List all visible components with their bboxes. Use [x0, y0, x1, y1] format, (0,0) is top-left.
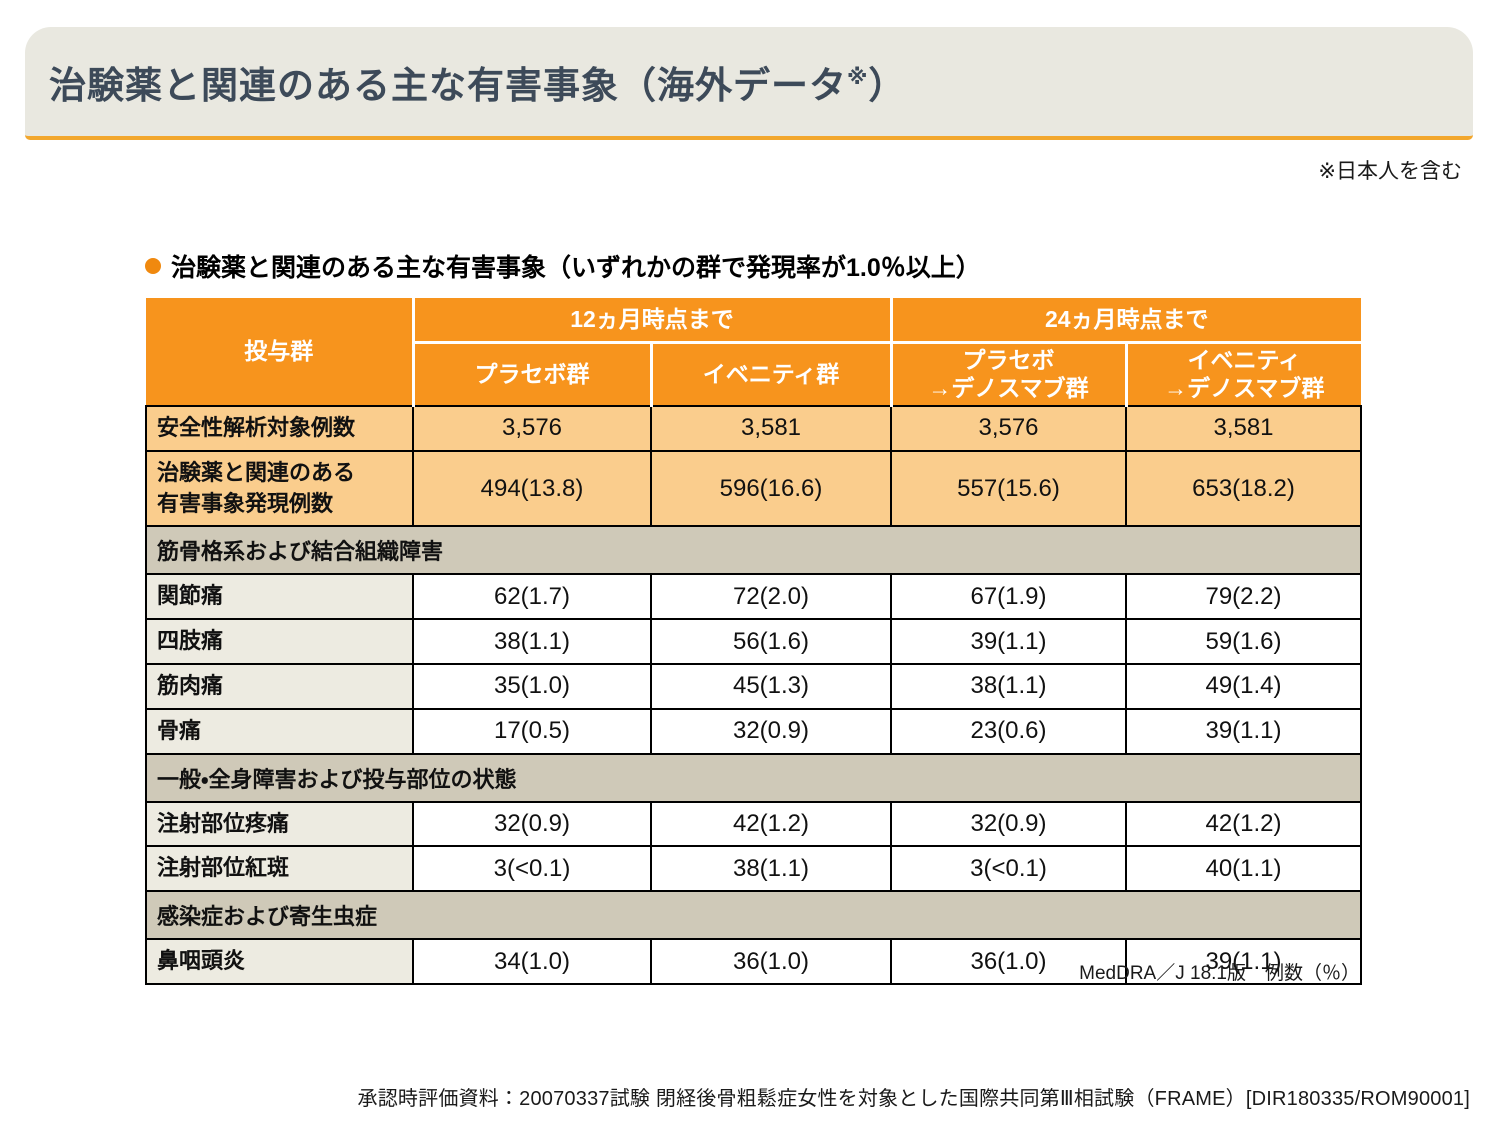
title-reference-mark: ※	[847, 65, 869, 89]
title-banner: 治験薬と関連のある主な有害事象（海外データ※）	[25, 27, 1473, 140]
table-row: 骨痛 17(0.5) 32(0.9) 23(0.6) 39(1.1)	[145, 707, 1362, 755]
table-row: 関節痛 62(1.7) 72(2.0) 67(1.9) 79(2.2)	[145, 573, 1362, 621]
value-cell: 3,576	[412, 405, 652, 452]
value-cell: 3(<0.1)	[412, 845, 652, 893]
row-label: 安全性解析対象例数	[145, 405, 414, 452]
value-cell: 49(1.4)	[1125, 662, 1362, 710]
table-row: 治験薬と関連のある 有害事象発現例数 494(13.8) 596(16.6) 557(…	[145, 449, 1362, 528]
table-row: 安全性解析対象例数 3,576 3,581 3,576 3,581	[145, 405, 1362, 452]
adverse-events-table: 投与群 12ヵ月時点まで 24ヵ月時点まで プラセボ群 イベニティ群 プラセボ …	[145, 298, 1362, 985]
page-title-close: ）	[868, 64, 907, 106]
dose-group-corner-header: 投与群	[146, 298, 415, 406]
section-row: 感染症および寄生虫症	[145, 890, 1362, 941]
value-cell: 45(1.3)	[650, 662, 892, 710]
row-label: 注射部位疼痛	[145, 800, 414, 848]
row-label: 四肢痛	[145, 618, 414, 665]
value-cell: 32(0.9)	[412, 800, 652, 848]
section-label: 筋骨格系および結合組織障害	[145, 525, 1362, 576]
value-cell: 653(18.2)	[1125, 449, 1362, 528]
value-cell: 32(0.9)	[890, 800, 1127, 848]
group-header-evenity: イベニティ群	[651, 342, 893, 406]
value-cell: 23(0.6)	[890, 707, 1127, 755]
row-label: 関節痛	[145, 573, 414, 621]
group-header-row: プラセボ群 イベニティ群 プラセボ →デノスマブ群 イベニティ →デノスマブ群	[146, 342, 1361, 406]
value-cell: 59(1.6)	[1125, 618, 1362, 665]
row-label: 注射部位紅斑	[145, 845, 414, 893]
section-label: 感染症および寄生虫症	[145, 890, 1362, 941]
meddra-footnote: MedDRA／J 18.1版 例数（％）	[1079, 963, 1360, 984]
value-cell: 42(1.2)	[650, 800, 892, 848]
page-title: 治験薬と関連のある主な有害事象（海外データ※）	[25, 55, 906, 109]
value-cell: 34(1.0)	[412, 938, 652, 985]
value-cell: 32(0.9)	[650, 707, 892, 755]
value-cell: 3,581	[1125, 405, 1362, 452]
value-cell: 36(1.0)	[650, 938, 892, 985]
value-cell: 67(1.9)	[890, 573, 1127, 621]
value-cell: 38(1.1)	[412, 618, 652, 665]
row-label: 筋肉痛	[145, 662, 414, 710]
adverse-events-table-body: 安全性解析対象例数 3,576 3,581 3,576 3,581 治験薬と関連のある 有…	[145, 405, 1362, 985]
value-cell: 3,581	[650, 405, 892, 452]
value-cell: 557(15.6)	[890, 449, 1127, 528]
table-row: 四肢痛 38(1.1) 56(1.6) 39(1.1) 59(1.6)	[145, 618, 1362, 665]
page-title-text: 治験薬と関連のある主な有害事象（海外データ	[49, 64, 847, 106]
value-cell: 35(1.0)	[412, 662, 652, 710]
value-cell: 17(0.5)	[412, 707, 652, 755]
value-cell: 40(1.1)	[1125, 845, 1362, 893]
section-row: 一般・全身障害および投与部位の状態	[145, 752, 1362, 803]
bullet-icon	[145, 258, 161, 274]
value-cell: 38(1.1)	[650, 845, 892, 893]
period-header-24m: 24ヵ月時点まで	[891, 298, 1361, 344]
value-cell: 62(1.7)	[412, 573, 652, 621]
value-cell: 39(1.1)	[890, 618, 1127, 665]
value-cell: 494(13.8)	[412, 449, 652, 528]
row-label: 治験薬と関連のある 有害事象発現例数	[145, 449, 414, 528]
japanese-included-note: ※日本人を含む	[1318, 160, 1462, 183]
row-label: 鼻咽頭炎	[145, 938, 414, 985]
group-header-placebo-denosumab: プラセボ →デノスマブ群	[891, 342, 1128, 406]
group-header-evenity-denosumab: イベニティ →デノスマブ群	[1126, 342, 1361, 406]
table-row: 注射部位疼痛 32(0.9) 42(1.2) 32(0.9) 42(1.2)	[145, 800, 1362, 848]
table-header: 投与群 12ヵ月時点まで 24ヵ月時点まで プラセボ群 イベニティ群 プラセボ …	[146, 298, 1361, 406]
value-cell: 3(<0.1)	[890, 845, 1127, 893]
value-cell: 79(2.2)	[1125, 573, 1362, 621]
value-cell: 596(16.6)	[650, 449, 892, 528]
value-cell: 39(1.1)	[1125, 938, 1362, 985]
table-row: 鼻咽頭炎 34(1.0) 36(1.0) 36(1.0) 39(1.1)	[145, 938, 1362, 985]
value-cell: 56(1.6)	[650, 618, 892, 665]
value-cell: 36(1.0)	[890, 938, 1127, 985]
table-row: 注射部位紅斑 3(<0.1) 38(1.1) 3(<0.1) 40(1.1)	[145, 845, 1362, 893]
value-cell: 42(1.2)	[1125, 800, 1362, 848]
period-header-12m: 12ヵ月時点まで	[413, 298, 893, 344]
table-heading-label: 治験薬と関連のある主な有害事象（いずれかの群で発現率が1.0％以上）	[171, 254, 981, 282]
section-label: 一般・全身障害および投与部位の状態	[145, 752, 1362, 803]
table-row: 筋肉痛 35(1.0) 45(1.3) 38(1.1) 49(1.4)	[145, 662, 1362, 710]
value-cell: 39(1.1)	[1125, 707, 1362, 755]
approval-source-footer: 承認時評価資料：20070337試験 閉経後骨粗鬆症女性を対象とした国際共同第Ⅲ…	[357, 1088, 1470, 1110]
value-cell: 3,576	[890, 405, 1127, 452]
value-cell: 72(2.0)	[650, 573, 892, 621]
section-row: 筋骨格系および結合組織障害	[145, 525, 1362, 576]
value-cell: 38(1.1)	[890, 662, 1127, 710]
table-heading: 治験薬と関連のある主な有害事象（いずれかの群で発現率が1.0％以上）	[145, 248, 981, 284]
row-label: 骨痛	[145, 707, 414, 755]
group-header-placebo: プラセボ群	[413, 342, 653, 406]
period-header-row: 投与群 12ヵ月時点まで 24ヵ月時点まで	[146, 298, 1361, 406]
